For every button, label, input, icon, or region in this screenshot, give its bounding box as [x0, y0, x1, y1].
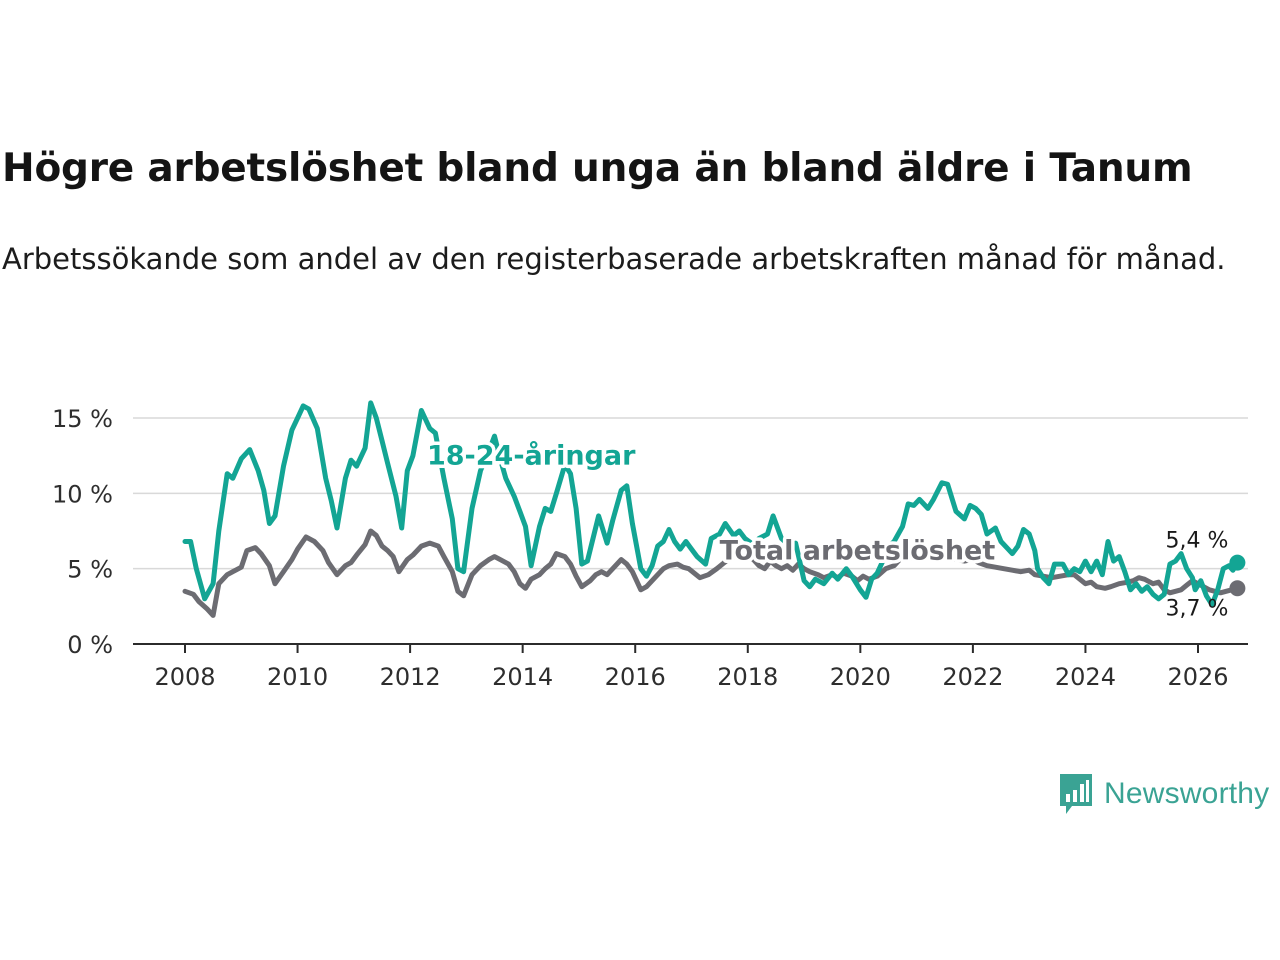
logo-text: Newsworthy [1104, 777, 1270, 810]
series-line-total [182, 528, 1240, 618]
x-axis-ticks: 2008 2010 2012 2014 2016 2018 2020 2022 2024 2026 [154, 644, 1229, 691]
series-line-youth [182, 400, 1240, 608]
y-tick-label: 0 % [67, 631, 113, 659]
newsworthy-logo: Newsworthy [1058, 772, 1269, 816]
series-label-youth: 18-24-åringar [427, 440, 636, 472]
x-tick-label: 2016 [605, 663, 666, 691]
end-label-total: 3,7 % [1166, 596, 1229, 621]
x-tick-label: 2008 [154, 663, 215, 691]
bar-chart-icon [1060, 774, 1092, 814]
chart-subtitle: Arbetssökande som andel av den registerb… [2, 242, 1226, 276]
y-tick-label: 10 % [52, 480, 113, 508]
y-axis-ticks: 0 % 5 % 10 % 15 % [52, 405, 113, 659]
y-tick-label: 15 % [52, 405, 113, 433]
y-tick-label: 5 % [67, 556, 113, 584]
x-tick-label: 2018 [717, 663, 778, 691]
end-label-youth: 5,4 % [1166, 529, 1229, 554]
x-tick-label: 2020 [830, 663, 891, 691]
chart-title: Högre arbetslöshet bland unga än bland ä… [2, 146, 1193, 191]
series-label-total: Total arbetslöshet [720, 536, 996, 567]
end-point-total [1229, 580, 1246, 597]
end-point-youth [1229, 554, 1246, 571]
x-tick-label: 2024 [1055, 663, 1116, 691]
x-tick-label: 2014 [492, 663, 553, 691]
x-tick-label: 2022 [942, 663, 1003, 691]
x-tick-label: 2026 [1167, 663, 1228, 691]
x-tick-label: 2010 [267, 663, 328, 691]
series-labels: 5,4 % 3,7 % 18-24-åringar Total arbetslöshe… [423, 436, 1229, 621]
x-tick-label: 2012 [380, 663, 441, 691]
series-lines [182, 400, 1246, 618]
